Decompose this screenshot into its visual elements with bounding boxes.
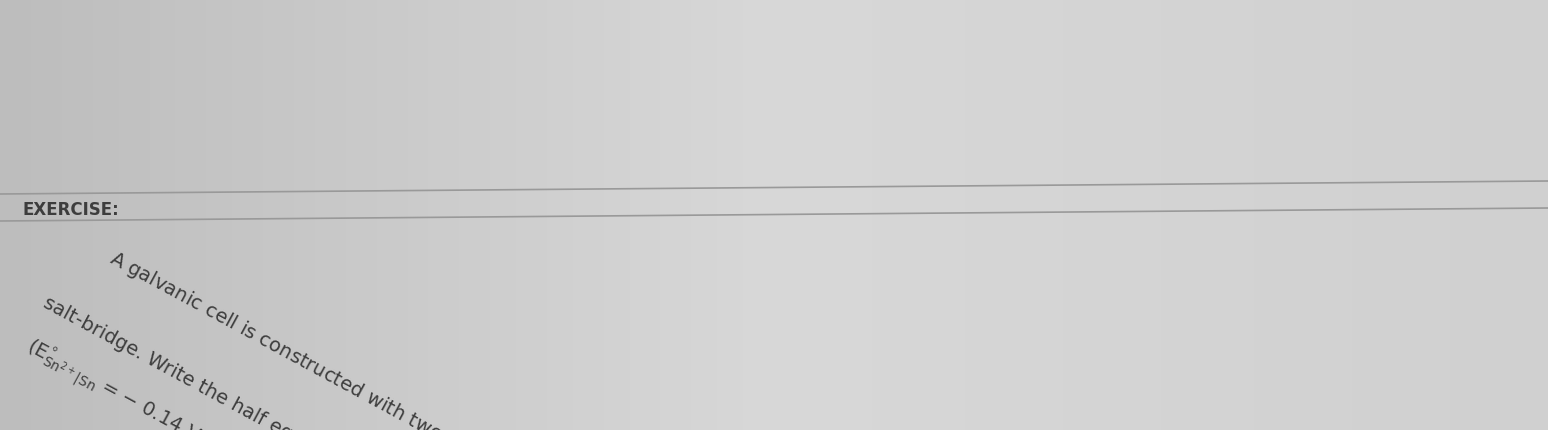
Text: EXERCISE:: EXERCISE:: [22, 200, 119, 218]
Text: A galvanic cell is constructed with two half-cells, Sn|Sn$^{2+}$ and Zn|Zn$^{2+}: A galvanic cell is constructed with two …: [105, 245, 1000, 430]
Text: salt-bridge. Write the half equation at the anode, cathode and the overall cell : salt-bridge. Write the half equation at …: [40, 293, 802, 430]
Text: (E$^{\circ}_{\mathrm{Sn}^{2+}|\mathrm{Sn}}$ = − 0.14 V; E$^{\circ}_{\mathrm{Zn}^: (E$^{\circ}_{\mathrm{Sn}^{2+}|\mathrm{Sn…: [20, 333, 384, 430]
